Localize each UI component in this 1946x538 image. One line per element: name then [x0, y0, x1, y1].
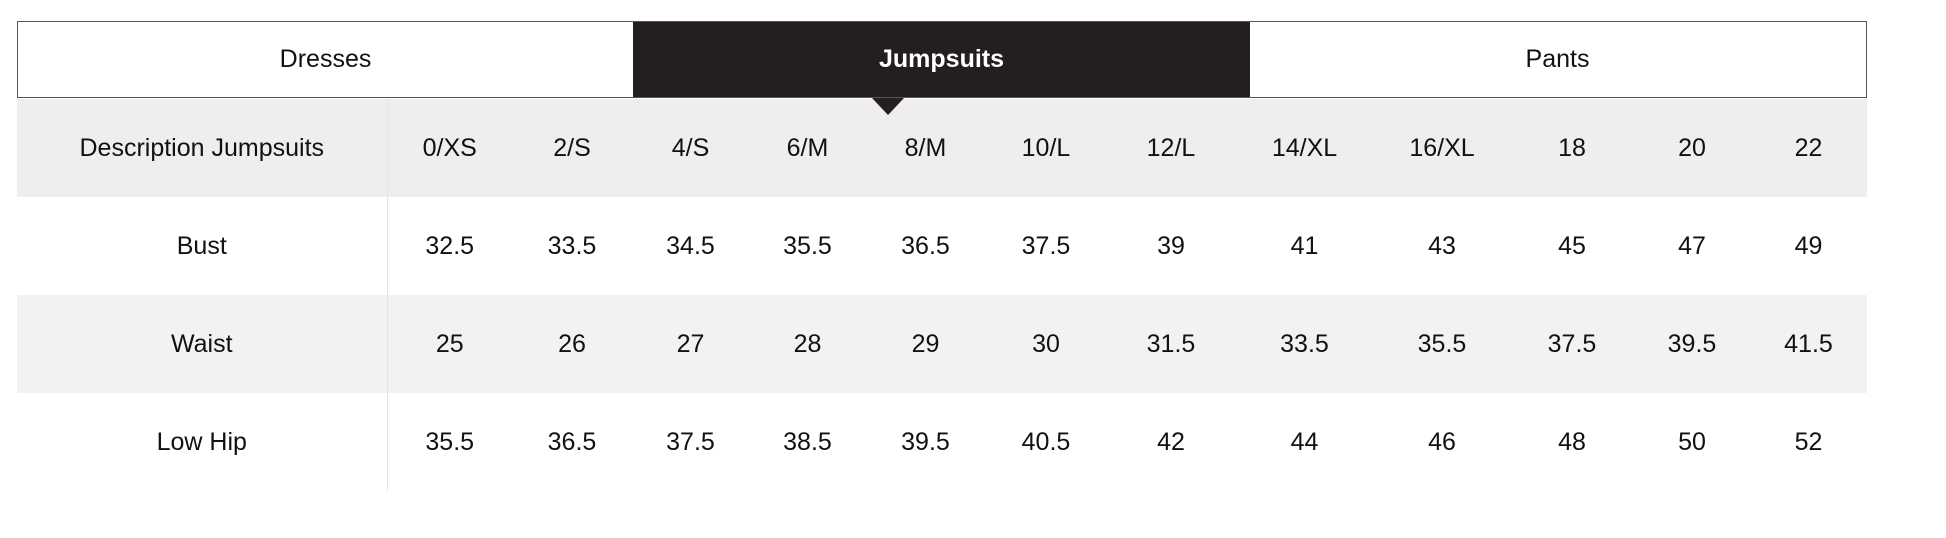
table-cell: 27	[632, 295, 749, 393]
table-cell: 20	[1634, 99, 1750, 197]
table-cell: 41	[1290, 231, 1319, 260]
table-row: Low Hip 35.5 36.5 37.5 38.5 39.5 40.5 42 44 46 48 5…	[17, 393, 1867, 491]
table-cell: 25	[387, 295, 512, 393]
table-cell: 43	[1428, 231, 1456, 260]
tab-dresses[interactable]: Dresses	[18, 22, 633, 97]
table-cell: 35.5	[425, 427, 475, 456]
tab-jumpsuits[interactable]: Jumpsuits	[633, 22, 1250, 97]
table-cell: 37.5	[666, 427, 715, 456]
table-cell: 37.5	[1021, 231, 1071, 260]
table-cell: 39.5	[1634, 295, 1750, 393]
table-cell: 47	[1678, 231, 1706, 260]
row-label: Waist	[17, 295, 388, 393]
table-row: Bust 32.5 33.5 34.5 35.5 36.5 37.5 39 41 43 45 47 49	[17, 197, 1867, 295]
active-tab-caret-icon	[872, 98, 904, 115]
table-cell: 8/M	[866, 99, 985, 197]
table-cell: 35.5	[1374, 295, 1510, 393]
table-cell: 52	[1794, 427, 1823, 456]
table-cell: 26	[512, 295, 632, 393]
table-row: Waist 25 26 27 28 29 30 31.5 33.5 35.5 37.5 39.5 41.…	[17, 295, 1867, 393]
table-cell: 29	[866, 295, 985, 393]
table-cell: 50	[1678, 427, 1706, 456]
table-cell: 36.5	[547, 427, 597, 456]
table-cell: 35.5	[783, 231, 832, 260]
table-cell: 42	[1157, 427, 1185, 456]
table-cell: 28	[749, 295, 866, 393]
table-cell: 33.5	[547, 231, 597, 260]
table-cell: 4/S	[632, 99, 749, 197]
table-cell: 16/XL	[1374, 99, 1510, 197]
table-cell: 40.5	[1021, 427, 1071, 456]
row-label: Bust	[17, 197, 388, 295]
table-cell: 14/XL	[1235, 99, 1374, 197]
table-cell: 22	[1750, 99, 1867, 197]
table-cell: 46	[1428, 427, 1456, 456]
row-label: Description Jumpsuits	[17, 99, 388, 197]
table-cell: 12/L	[1107, 99, 1235, 197]
table-cell: 10/L	[985, 99, 1107, 197]
table-cell: 44	[1290, 427, 1319, 456]
table-cell: 49	[1794, 231, 1823, 260]
table-cell: 6/M	[749, 99, 866, 197]
table-cell: 38.5	[783, 427, 832, 456]
table-cell: 30	[985, 295, 1107, 393]
table-cell: 32.5	[425, 231, 475, 260]
table-header-row: Description Jumpsuits 0/XS 2/S 4/S 6/M 8/M 10/…	[17, 99, 1867, 197]
table-cell: 34.5	[666, 231, 715, 260]
table-cell: 31.5	[1107, 295, 1235, 393]
table-cell: 0/XS	[387, 99, 512, 197]
table-cell: 37.5	[1510, 295, 1634, 393]
table-cell: 2/S	[512, 99, 632, 197]
table-cell: 39.5	[901, 427, 950, 456]
category-tabs: Dresses Jumpsuits Pants	[17, 21, 1867, 98]
tab-pants[interactable]: Pants	[1250, 22, 1865, 97]
table-cell: 18	[1510, 99, 1634, 197]
table-cell: 33.5	[1235, 295, 1374, 393]
table-cell: 36.5	[901, 231, 950, 260]
table-cell: 39	[1157, 231, 1185, 260]
table-cell: 45	[1558, 231, 1586, 260]
size-chart-table: Description Jumpsuits 0/XS 2/S 4/S 6/M 8/M 10/…	[17, 99, 1867, 491]
row-label: Low Hip	[17, 393, 388, 491]
table-cell: 41.5	[1750, 295, 1867, 393]
table-cell: 48	[1558, 427, 1586, 456]
